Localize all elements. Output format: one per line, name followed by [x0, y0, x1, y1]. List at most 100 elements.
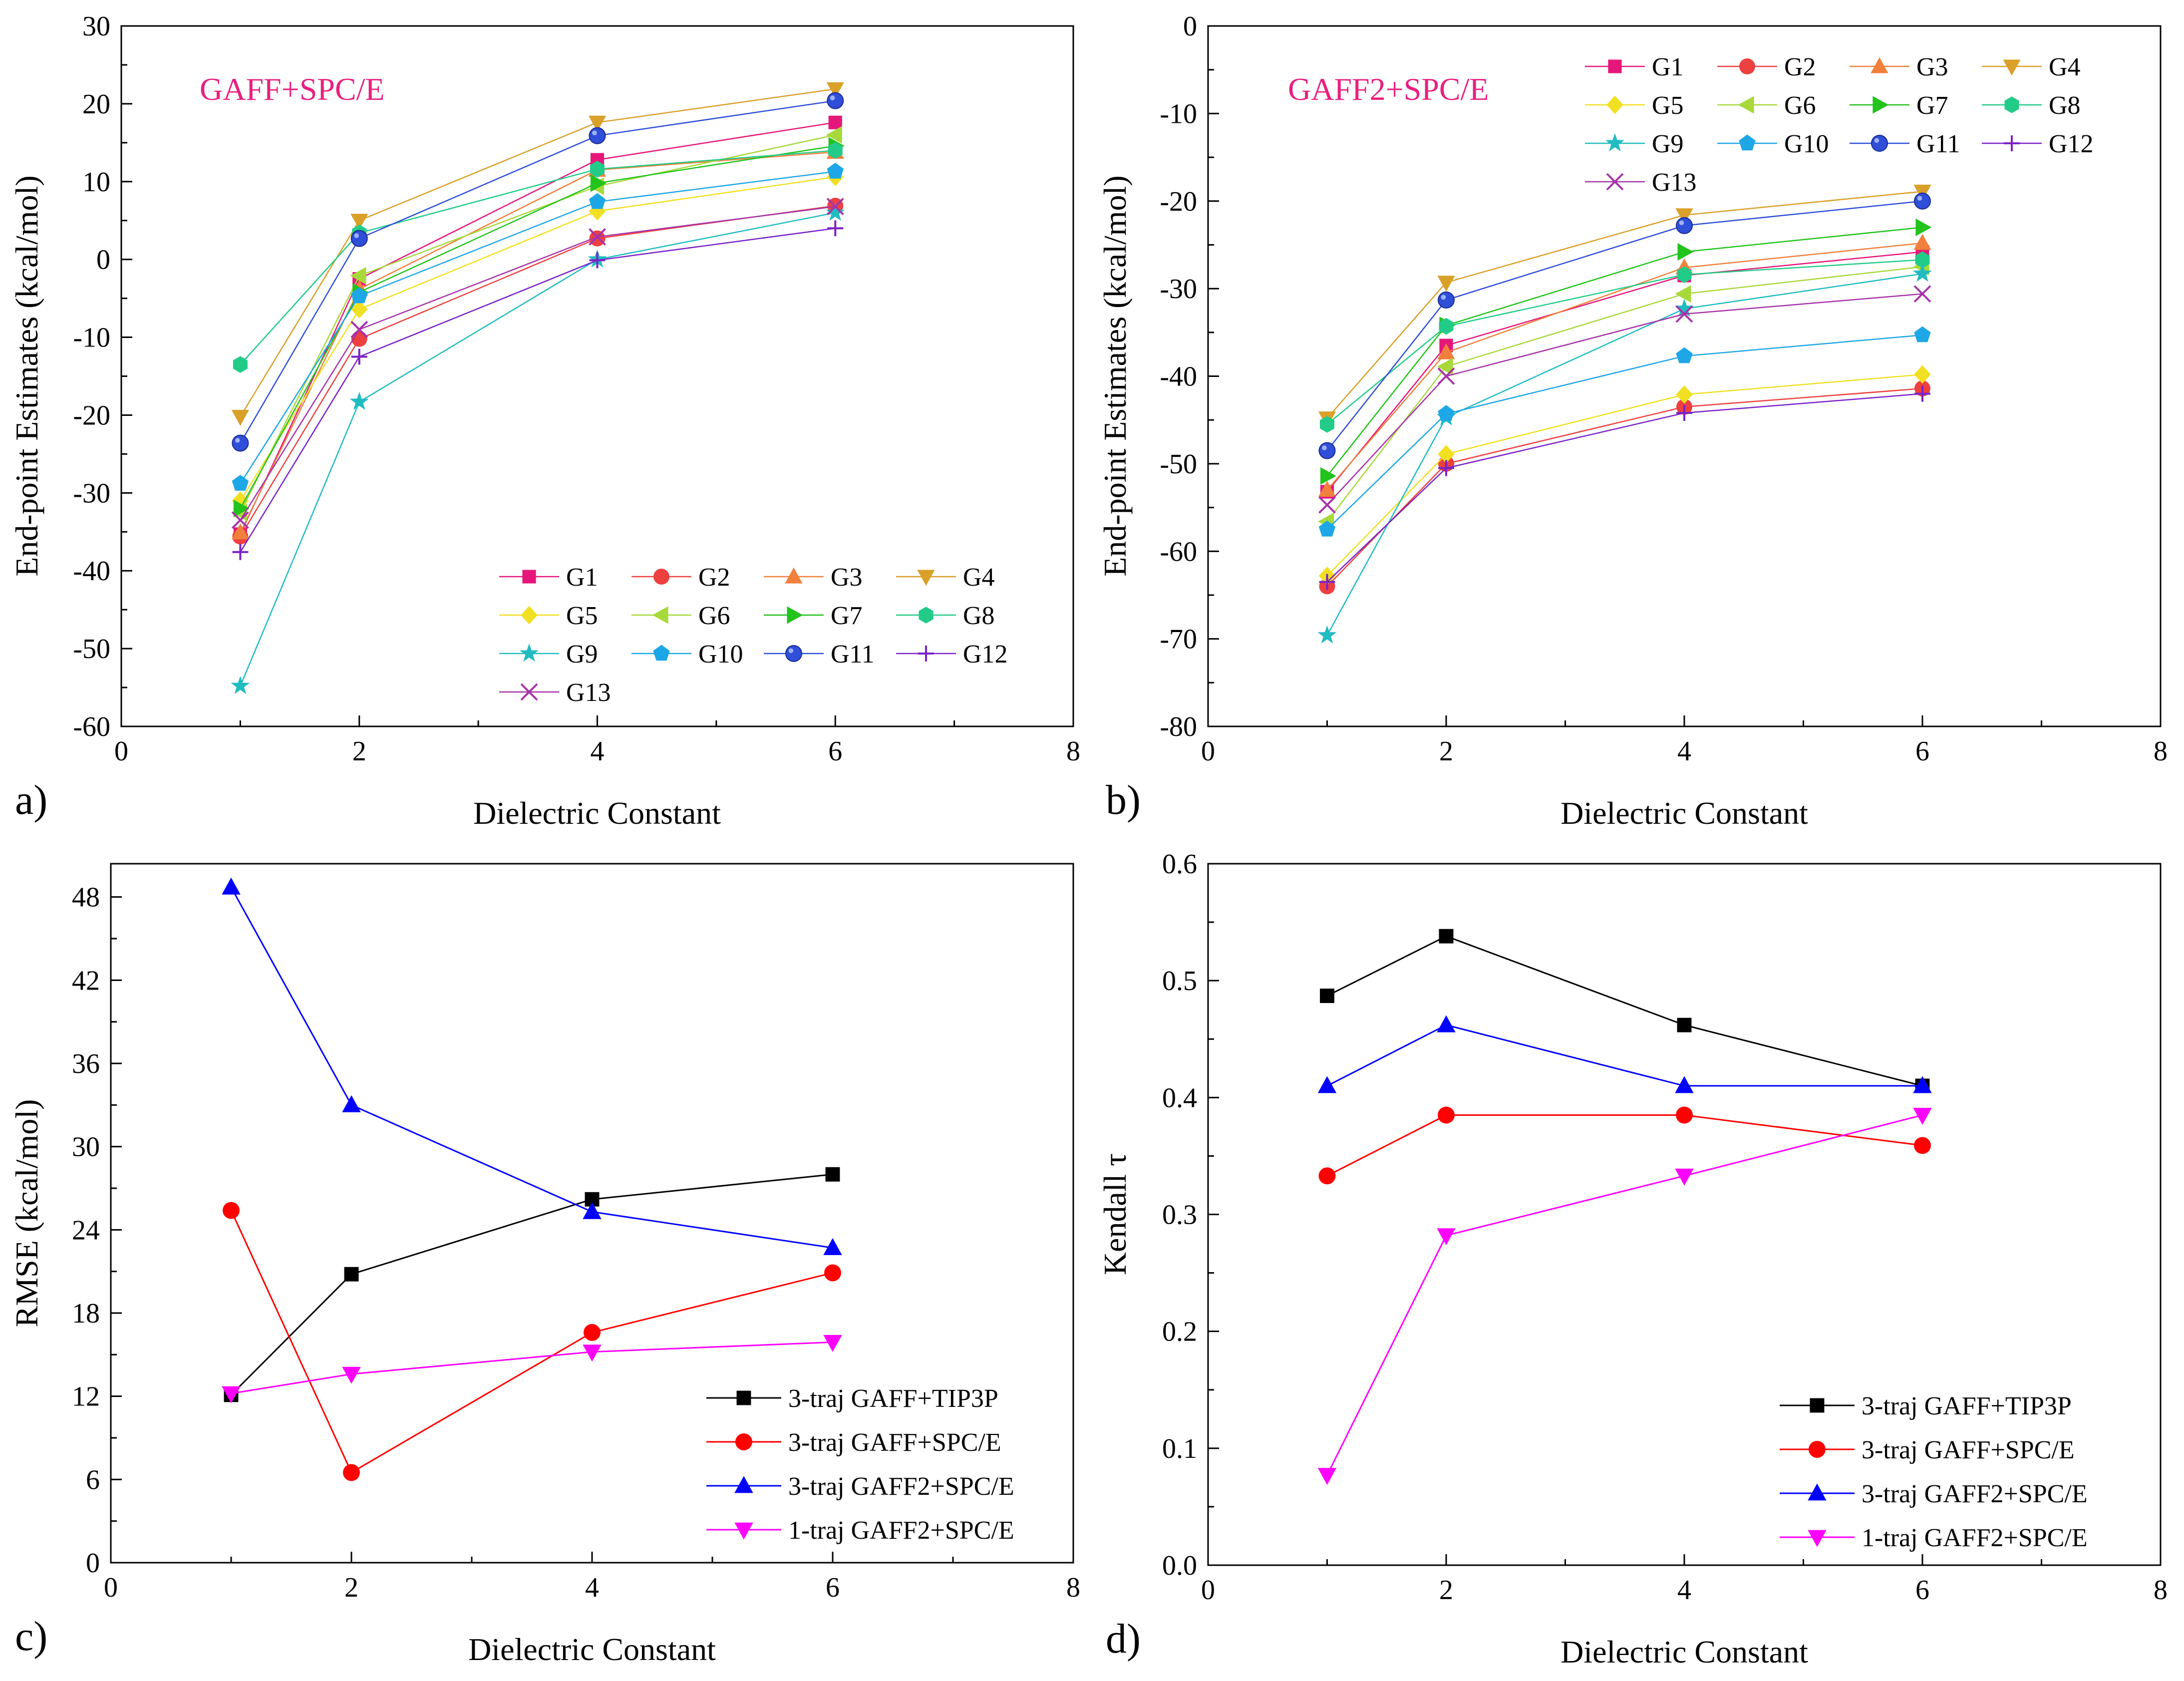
data-point	[342, 1366, 361, 1384]
legend-label: G1	[1652, 53, 1684, 81]
series-g5	[1318, 365, 1931, 585]
legend-marker	[785, 567, 803, 584]
y-axis-label: End-point Estimates (kcal/mol)	[9, 175, 44, 576]
data-point	[1437, 1015, 1456, 1032]
marker-highlight	[1322, 445, 1327, 450]
y-tick-label: 0.0	[1162, 1550, 1197, 1581]
data-point	[1914, 192, 1931, 210]
marker-highlight	[354, 233, 359, 238]
data-point	[350, 230, 368, 247]
legend: G1 G2 G3 G4 G5 G6 G7 G8 G9 G10 G11 G12 G13	[1585, 53, 2094, 197]
series-3-traj-gaff-spc-e	[1318, 1106, 1931, 1185]
data-point	[1914, 1137, 1931, 1154]
legend-label: 3-traj GAFF+TIP3P	[788, 1384, 998, 1413]
y-tick-label: 0.2	[1162, 1317, 1197, 1347]
legend-marker	[653, 569, 669, 585]
legend-label: G13	[1652, 168, 1697, 197]
y-tick-label: 0.5	[1162, 966, 1197, 997]
chart-title: GAFF2+SPC/E	[1288, 71, 1489, 107]
marker-highlight	[1874, 138, 1879, 143]
legend-marker	[735, 1433, 752, 1450]
legend-item: G8	[896, 602, 995, 630]
x-tick-label: 2	[352, 736, 366, 767]
x-tick-label: 6	[1915, 1575, 1929, 1606]
legend-marker	[1871, 135, 1888, 152]
data-point	[1676, 1106, 1693, 1124]
data-point	[826, 82, 844, 98]
data-point	[232, 434, 249, 452]
data-point	[1438, 1106, 1455, 1124]
legend-marker	[2003, 59, 2021, 76]
series-g4	[231, 82, 844, 426]
legend-label: G9	[1652, 130, 1684, 158]
data-point	[1438, 460, 1454, 476]
data-point	[1439, 929, 1454, 944]
data-point	[827, 92, 844, 109]
legend-label: G11	[1916, 130, 1960, 158]
data-point	[350, 267, 366, 285]
marker-highlight	[235, 438, 240, 443]
legend-marker	[1606, 173, 1624, 191]
data-point	[1437, 357, 1453, 375]
legend-item: G2	[631, 563, 730, 592]
x-axis-label: Dielectric Constant	[473, 795, 721, 831]
y-tick-label: 0.1	[1162, 1433, 1197, 1464]
series-g10	[1318, 326, 1931, 537]
data-point	[589, 127, 606, 144]
panel-label: b)	[1106, 777, 1141, 823]
series-g8	[233, 142, 843, 373]
data-point	[823, 1238, 842, 1255]
series-g9	[1317, 264, 1932, 644]
legend-marker	[1872, 96, 1889, 114]
panel-a: 0 2 4 6 8 -60 -50 -40 -30 -20 -10 0 10 20 30 Dielectric…	[9, 11, 1080, 831]
data-point	[824, 1264, 841, 1282]
data-point	[826, 203, 845, 221]
legend-label: G12	[2049, 130, 2094, 158]
data-point	[1675, 1168, 1694, 1186]
data-point	[1675, 305, 1693, 323]
series-g12	[232, 220, 844, 560]
data-point	[351, 348, 367, 365]
data-point	[1437, 276, 1455, 292]
x-axis-label: Dielectric Constant	[1560, 1634, 1808, 1670]
legend-label: G8	[2049, 91, 2081, 120]
series-line	[240, 212, 836, 686]
series-1-traj-gaff2-spc-e	[1317, 1108, 1932, 1485]
legend-marker	[522, 570, 536, 584]
data-point	[828, 142, 843, 159]
legend-label: G5	[566, 602, 598, 630]
y-tick-label: 18	[72, 1298, 100, 1329]
legend-item: G10	[1717, 130, 1829, 158]
series-line	[1326, 273, 1923, 636]
data-point	[823, 1335, 842, 1352]
data-point	[1913, 264, 1932, 282]
x-axis-label: Dielectric Constant	[1560, 795, 1808, 831]
legend-item: G8	[1982, 91, 2081, 120]
data-point	[1320, 416, 1334, 433]
series-line	[240, 176, 836, 501]
data-point	[1913, 234, 1931, 250]
x-tick-label: 0	[104, 1572, 118, 1603]
legend-item: G12	[1982, 130, 2094, 158]
panel-label: d)	[1106, 1616, 1141, 1662]
marker-highlight	[592, 130, 597, 136]
panel-d: 0 2 4 6 8 0.0 0.1 0.2 0.3 0.4 0.5 0.6 Dielectric Con…	[1097, 849, 2168, 1670]
data-point	[232, 544, 249, 560]
legend-marker	[1810, 1398, 1825, 1413]
series-line	[1326, 1114, 1923, 1177]
x-tick-label: 6	[826, 1572, 840, 1603]
data-point	[231, 511, 249, 529]
legend-marker	[1739, 58, 1755, 74]
data-point	[590, 174, 607, 192]
legend-label: G4	[963, 563, 995, 592]
data-point	[1677, 266, 1692, 283]
legend-label: G1	[566, 563, 598, 592]
data-point	[1913, 1076, 1932, 1093]
y-tick-label: -10	[1160, 98, 1197, 129]
legend-label: G10	[698, 640, 743, 669]
legend-label: G9	[566, 640, 598, 669]
x-tick-label: 2	[344, 1572, 358, 1603]
data-point	[1914, 385, 1930, 402]
legend-item: G13	[499, 678, 611, 707]
